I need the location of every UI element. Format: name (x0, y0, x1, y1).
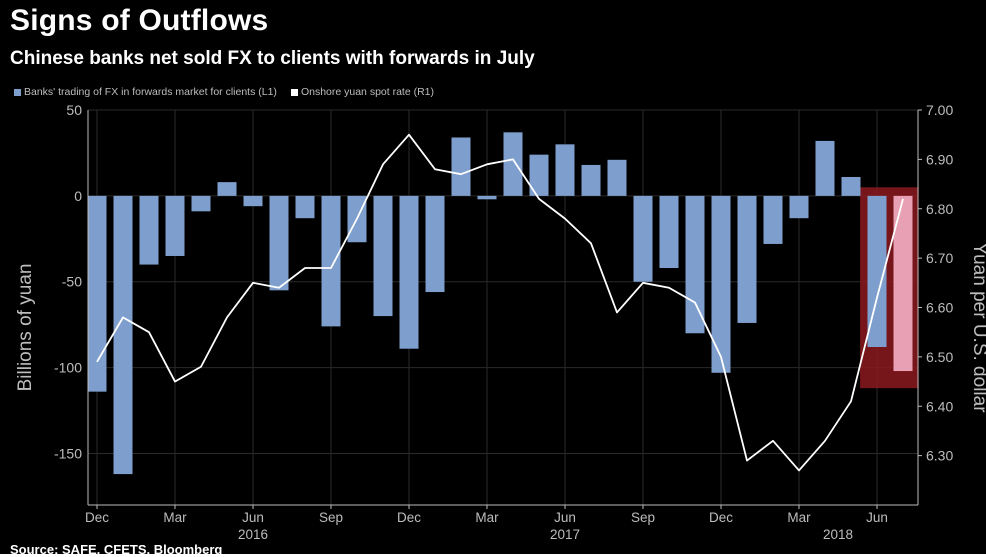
bar (165, 195, 185, 256)
bar (607, 159, 627, 196)
y-right-axis-title: Yuan per U.S. dollar (969, 242, 986, 413)
bar (581, 164, 601, 196)
bar (685, 195, 705, 334)
bar (191, 195, 211, 212)
bar (139, 195, 159, 265)
x-tick-label: Sep (631, 510, 655, 525)
y-right-tick-label: 6.40 (926, 398, 953, 414)
bar (789, 195, 809, 219)
legend-label-line: Onshore yuan spot rate (R1) (300, 86, 435, 98)
axis-labels: 50 0 -50 -100 -150 7.00 6.90 6.80 6.70 6.60 6.50 6.… (15, 102, 986, 542)
x-tick-label: Dec (397, 510, 421, 525)
legend-swatch-line (290, 88, 298, 96)
legend: Banks' trading of FX in forwards market … (14, 86, 444, 98)
bar (633, 195, 653, 282)
bar (841, 176, 861, 196)
bar (763, 195, 783, 244)
bar-series (87, 132, 913, 475)
bar (243, 195, 263, 207)
y-right-tick-label: 6.70 (926, 250, 953, 266)
legend-label-bars: Banks' trading of FX in forwards market … (24, 86, 277, 98)
bar (451, 137, 471, 196)
y-left-tick-label: 50 (66, 102, 82, 118)
chart-title: Signs of Outflows (10, 4, 269, 37)
bar (399, 195, 419, 349)
axes (87, 109, 922, 509)
bar (269, 195, 289, 291)
x-tick-label: Jun (242, 510, 264, 525)
y-right-tick-label: 6.90 (926, 151, 953, 167)
bar (113, 195, 133, 475)
y-left-tick-label: 0 (74, 188, 82, 204)
legend-item-bars: Banks' trading of FX in forwards market … (14, 86, 277, 98)
bar (321, 195, 341, 327)
x-tick-label: Mar (163, 510, 187, 525)
y-right-tick-label: 6.60 (926, 300, 953, 316)
x-tick-label: Jun (554, 510, 576, 525)
bar (295, 195, 315, 219)
x-tick-label: Mar (475, 510, 499, 525)
bar (867, 195, 887, 347)
bar (555, 144, 575, 196)
bar (217, 182, 237, 196)
bar (503, 132, 523, 196)
bar (425, 195, 445, 293)
bar (659, 195, 679, 268)
bar (477, 195, 497, 200)
x-tick-label: Mar (787, 510, 811, 525)
y-right-tick-label: 6.30 (926, 448, 953, 464)
x-tick-label: Jun (866, 510, 888, 525)
bar (815, 140, 835, 196)
bar (893, 195, 913, 372)
legend-swatch-bars (14, 88, 21, 96)
y-right-tick-label: 6.80 (926, 201, 953, 217)
x-tick-label: Sep (319, 510, 343, 525)
line-yuan-rate (96, 133, 904, 472)
chart-subtitle: Chinese banks net sold FX to clients wit… (10, 48, 535, 69)
y-right-tick-label: 6.50 (926, 349, 953, 365)
source-note: Source: SAFE, CFETS, Bloomberg (10, 542, 223, 557)
y-left-tick-label: -150 (54, 445, 82, 461)
x-tick-label: Dec (709, 510, 733, 525)
bar (737, 195, 757, 323)
y-right-tick-label: 7.00 (926, 102, 953, 118)
grid-lines (88, 109, 918, 505)
x-year-label: 2018 (823, 527, 853, 542)
y-left-axis-title: Billions of yuan (15, 264, 36, 392)
x-year-label: 2017 (550, 527, 580, 542)
bar (529, 154, 549, 196)
bar (373, 195, 393, 317)
bar (711, 195, 731, 373)
line-series (96, 133, 904, 472)
y-left-tick-label: -100 (54, 360, 82, 376)
bar (87, 195, 107, 392)
y-left-tick-label: -50 (62, 274, 82, 290)
x-year-label: 2016 (238, 527, 268, 542)
legend-item-line: Onshore yuan spot rate (R1) (290, 86, 435, 98)
x-tick-label: Dec (85, 510, 109, 525)
